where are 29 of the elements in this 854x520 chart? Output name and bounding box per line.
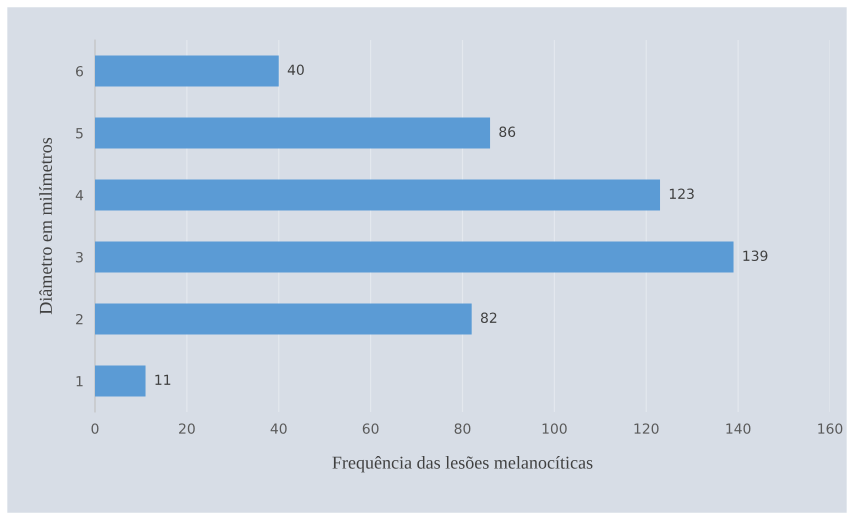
x-tick-label: 80 xyxy=(454,423,470,434)
bar xyxy=(95,304,472,334)
data-label: 123 xyxy=(670,188,694,200)
data-label: 40 xyxy=(288,64,304,76)
bar xyxy=(95,56,279,86)
data-label: 139 xyxy=(743,250,768,262)
x-tick-label: 140 xyxy=(726,423,750,434)
x-tick-label: 100 xyxy=(542,423,567,434)
y-tick-label: 4 xyxy=(76,190,84,200)
data-label: 82 xyxy=(480,312,496,324)
data-label: 86 xyxy=(499,126,516,138)
x-axis-title: Frequência das lesões melanocíticas xyxy=(332,456,592,472)
y-axis-title: Diâmetro em milímetros xyxy=(39,138,52,314)
bar xyxy=(95,180,660,210)
y-tick-label: 6 xyxy=(76,66,84,76)
x-tick-label: 120 xyxy=(634,423,659,434)
x-tick-label: 160 xyxy=(818,423,842,434)
x-tick-label: 60 xyxy=(362,423,379,434)
y-tick-label: 3 xyxy=(76,252,83,262)
bar xyxy=(95,118,490,148)
bar xyxy=(95,242,734,272)
bar xyxy=(95,366,146,396)
data-label: 11 xyxy=(155,374,170,385)
y-tick-label: 2 xyxy=(76,314,82,324)
y-tick-label: 1 xyxy=(76,376,83,386)
x-tick-label: 40 xyxy=(270,423,287,434)
x-tick-label: 20 xyxy=(179,423,195,434)
x-tick-label: 0 xyxy=(91,423,98,434)
y-tick-label: 5 xyxy=(76,128,83,138)
